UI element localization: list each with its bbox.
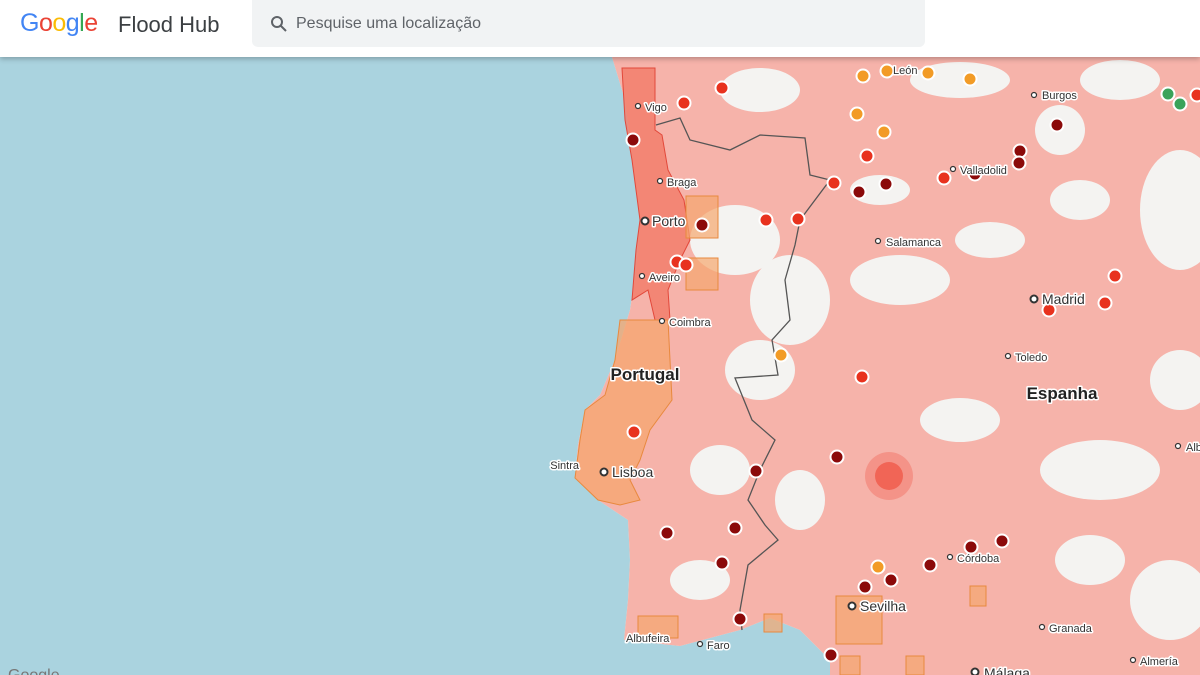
gauges xyxy=(625,63,1200,663)
city-label: Sintra xyxy=(550,460,580,472)
gauge-marker[interactable] xyxy=(878,176,894,192)
city-label: Granada xyxy=(1049,623,1093,635)
border xyxy=(655,117,832,631)
gauge-marker[interactable] xyxy=(790,211,806,227)
gauge-marker[interactable] xyxy=(727,520,743,536)
gauge-marker[interactable] xyxy=(714,80,730,96)
flood-zone-medium xyxy=(574,319,673,506)
gauge-marker[interactable] xyxy=(823,647,839,663)
city-dot xyxy=(599,467,609,477)
labels: Portugal Espanha León Burgos Vigo Braga Vall… xyxy=(549,64,1200,675)
logo[interactable]: Google xyxy=(20,9,98,37)
city-label: Aveiro xyxy=(649,272,680,284)
gauge-marker[interactable] xyxy=(748,463,764,479)
gauge-marker[interactable] xyxy=(626,424,642,440)
selected-gauge[interactable] xyxy=(875,462,903,490)
search-icon xyxy=(271,16,287,32)
gauge-marker[interactable] xyxy=(659,525,675,541)
gauge-marker[interactable] xyxy=(714,555,730,571)
country-label: Portugal xyxy=(611,365,680,384)
gauge-marker[interactable] xyxy=(1160,86,1176,102)
gauge-marker[interactable] xyxy=(829,449,845,465)
city-dot xyxy=(1004,352,1012,360)
city-label: Sevilha xyxy=(860,598,906,614)
gauge-marker[interactable] xyxy=(1172,96,1188,112)
gauge-marker[interactable] xyxy=(994,533,1010,549)
city-label: Coimbra xyxy=(669,317,711,329)
city-dot xyxy=(1129,656,1137,664)
gauge-marker[interactable] xyxy=(1189,87,1200,103)
city-dot xyxy=(946,553,954,561)
gauge-marker[interactable] xyxy=(851,184,867,200)
gauge-marker[interactable] xyxy=(1012,143,1028,159)
gauge-marker[interactable] xyxy=(922,557,938,573)
gauge-marker[interactable] xyxy=(855,68,871,84)
gauge-marker[interactable] xyxy=(1107,268,1123,284)
city-label: León xyxy=(893,65,917,77)
gauge-marker[interactable] xyxy=(758,212,774,228)
city-label: Almería xyxy=(1140,656,1179,668)
gauge-marker[interactable] xyxy=(854,369,870,385)
gauge-marker[interactable] xyxy=(870,559,886,575)
gauge-marker[interactable] xyxy=(920,65,936,81)
gauge-marker[interactable] xyxy=(1097,295,1113,311)
city-dot xyxy=(874,237,882,245)
city-dot xyxy=(640,216,650,226)
city-label: Lisboa xyxy=(612,464,653,480)
gauge-marker[interactable] xyxy=(1049,117,1065,133)
city-label: Valladolid xyxy=(960,165,1007,177)
city-dot xyxy=(1029,294,1039,304)
city-dot xyxy=(949,165,957,173)
gauge-marker[interactable] xyxy=(694,217,710,233)
city-dot xyxy=(1030,91,1038,99)
gauge-marker[interactable] xyxy=(625,132,641,148)
search-box[interactable]: Pesquise uma localização xyxy=(252,0,925,47)
gauge-marker[interactable] xyxy=(678,257,694,273)
city-dot xyxy=(658,317,666,325)
gauge-marker[interactable] xyxy=(732,611,748,627)
city-label: Vigo xyxy=(645,102,667,114)
city-label: Toledo xyxy=(1015,352,1047,364)
city-label: Alb xyxy=(1186,442,1200,454)
city-dot xyxy=(1038,623,1046,631)
country-label: Espanha xyxy=(1027,384,1098,403)
city-label: Faro xyxy=(707,640,730,652)
header: Google Flood Hub Pesquise uma localizaçã… xyxy=(0,0,1200,57)
gauge-marker[interactable] xyxy=(883,572,899,588)
app-title[interactable]: Flood Hub xyxy=(118,12,220,37)
city-dot xyxy=(634,102,642,110)
city-dot xyxy=(638,272,646,280)
gauge-marker[interactable] xyxy=(876,124,892,140)
search-placeholder: Pesquise uma localização xyxy=(296,15,481,32)
city-label: Braga xyxy=(667,177,697,189)
city-label: Albufeira xyxy=(626,633,670,645)
gauge-marker[interactable] xyxy=(849,106,865,122)
city-label: Salamanca xyxy=(886,237,942,249)
city-label: Córdoba xyxy=(957,553,1000,565)
city-dot xyxy=(970,667,980,675)
city-label: Madrid xyxy=(1042,291,1085,307)
city-dot xyxy=(1174,442,1182,450)
attribution: Google xyxy=(8,667,60,675)
gauge-marker[interactable] xyxy=(857,579,873,595)
gauge-marker[interactable] xyxy=(879,63,895,79)
city-dot xyxy=(847,601,857,611)
gauge-marker[interactable] xyxy=(962,71,978,87)
city-dot xyxy=(696,640,704,648)
gauge-marker[interactable] xyxy=(936,170,952,186)
gauge-marker[interactable] xyxy=(826,175,842,191)
gauge-marker[interactable] xyxy=(967,166,983,182)
city-dot xyxy=(656,177,664,185)
city-label: Porto xyxy=(652,213,686,229)
gauge-marker[interactable] xyxy=(773,347,789,363)
gauge-marker[interactable] xyxy=(1011,155,1027,171)
gauge-marker[interactable] xyxy=(963,539,979,555)
city-label: Málaga xyxy=(984,665,1030,675)
gauge-marker[interactable] xyxy=(1041,302,1057,318)
city-label: Burgos xyxy=(1042,90,1077,102)
gauge-marker[interactable] xyxy=(676,95,692,111)
gauge-marker[interactable] xyxy=(859,148,875,164)
